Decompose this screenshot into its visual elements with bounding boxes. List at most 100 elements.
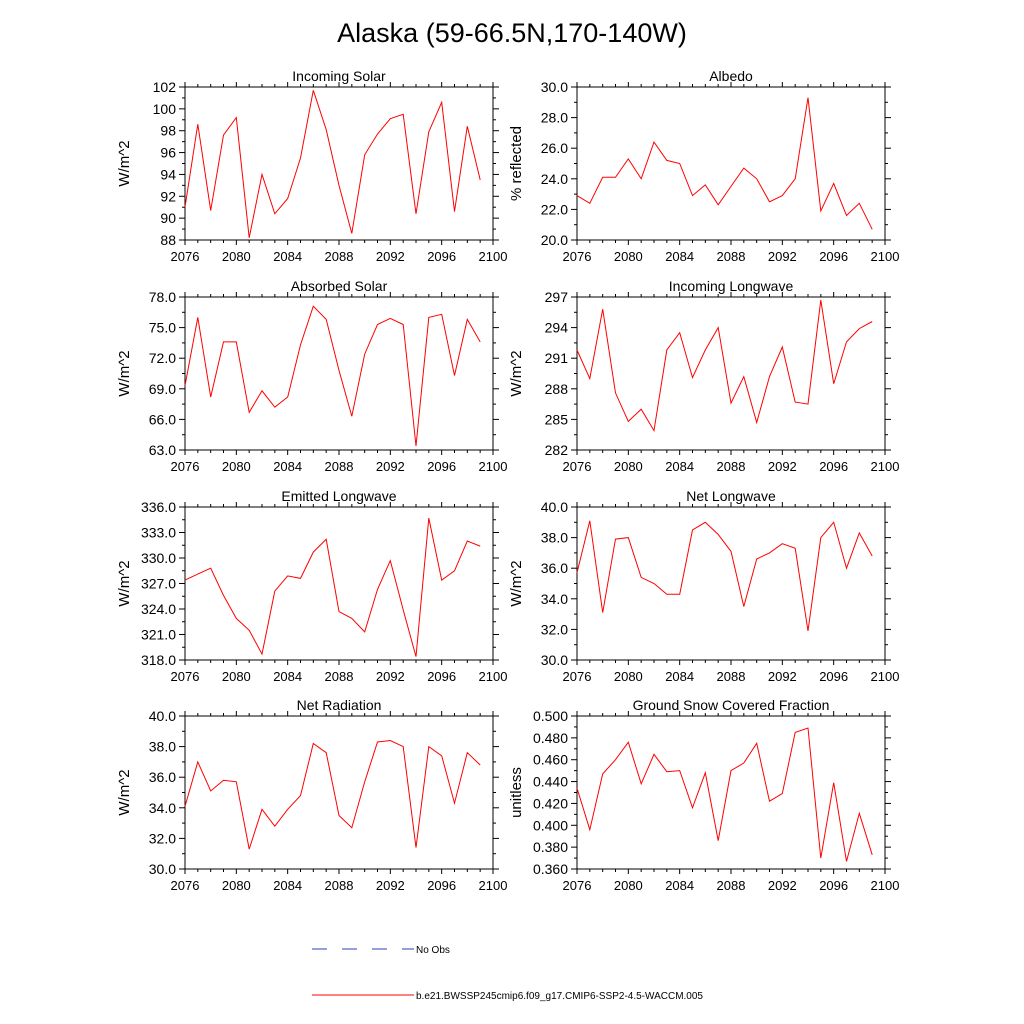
panel-absorbed-solar: Absorbed Solar W/m^2 2076 2080 2084 2088 2092 2… [116, 278, 507, 474]
x-tick-label: 2076 [563, 669, 592, 684]
x-tick-label: 2092 [768, 249, 797, 264]
panel-net-longwave: Net Longwave W/m^2 2076 2080 2084 2088 2092 209… [508, 488, 899, 684]
y-axis-label: W/m^2 [116, 140, 133, 186]
panel-title: Absorbed Solar [291, 278, 388, 294]
y-tick-label: 294 [545, 320, 569, 336]
x-tick-label: 2084 [273, 878, 302, 893]
x-tick-label: 2100 [479, 669, 508, 684]
y-tick-label: 32.0 [541, 621, 568, 637]
y-tick-label: 98 [160, 123, 176, 139]
x-tick-label: 2100 [479, 878, 508, 893]
x-tick-label: 2092 [376, 249, 405, 264]
y-tick-label: 96 [160, 145, 176, 161]
y-tick-label: 0.420 [533, 795, 568, 811]
x-tick-label: 2084 [665, 878, 694, 893]
x-tick-label: 2088 [717, 669, 746, 684]
y-tick-label: 324.0 [141, 601, 176, 617]
x-tick-label: 2096 [819, 669, 848, 684]
y-tick-label: 30.0 [541, 652, 568, 668]
y-tick-label: 36.0 [149, 769, 176, 785]
series-line [184, 739, 481, 850]
y-tick-label: 20.0 [541, 232, 568, 248]
x-tick-label: 2096 [427, 669, 456, 684]
x-tick-label: 2100 [871, 459, 900, 474]
panel-title: Emitted Longwave [281, 488, 396, 504]
series-line [184, 90, 481, 238]
x-tick-label: 2096 [819, 878, 848, 893]
x-tick-label: 2080 [222, 249, 251, 264]
series-line [576, 727, 873, 862]
y-tick-label: 78.0 [149, 289, 176, 305]
legend-model-label: b.e21.BWSSP245cmip6.f09_g17.CMIP6-SSP2-4… [416, 991, 703, 1002]
panel-incoming-solar: Incoming Solar W/m^2 2076 2080 2084 2088 2092 2… [116, 68, 507, 264]
y-tick-label: 34.0 [541, 591, 568, 607]
plot-frame [576, 715, 886, 870]
panel-incoming-longwave: Incoming Longwave W/m^2 2076 2080 2084 2088 20… [508, 278, 899, 474]
y-tick-label: 285 [545, 411, 569, 427]
x-tick-label: 2092 [768, 878, 797, 893]
y-tick-label: 330.0 [141, 550, 176, 566]
series-line [576, 300, 873, 433]
panel-title: Ground Snow Covered Fraction [633, 697, 830, 713]
y-tick-label: 0.460 [533, 752, 568, 768]
y-tick-label: 318.0 [141, 652, 176, 668]
x-tick-label: 2100 [871, 249, 900, 264]
series-line [576, 520, 873, 631]
panel-title: Incoming Longwave [669, 278, 794, 294]
y-tick-label: 28.0 [541, 110, 568, 126]
x-tick-label: 2092 [768, 669, 797, 684]
panels: Incoming Solar W/m^2 2076 2080 2084 2088 2092 2… [116, 68, 899, 893]
page-title: Alaska (59-66.5N,170-140W) [337, 18, 687, 48]
y-tick-label: 100 [153, 101, 177, 117]
y-tick-label: 297 [545, 289, 569, 305]
x-tick-label: 2080 [222, 459, 251, 474]
y-tick-label: 72.0 [149, 350, 176, 366]
x-tick-label: 2080 [222, 878, 251, 893]
x-tick-label: 2088 [325, 878, 354, 893]
x-tick-label: 2080 [614, 878, 643, 893]
y-tick-label: 38.0 [149, 739, 176, 755]
y-tick-label: 24.0 [541, 171, 568, 187]
y-tick-label: 30.0 [149, 861, 176, 877]
x-tick-label: 2100 [871, 669, 900, 684]
y-tick-label: 30.0 [541, 79, 568, 95]
x-tick-label: 2076 [171, 669, 200, 684]
x-tick-label: 2084 [273, 249, 302, 264]
y-axis-label: W/m^2 [116, 350, 133, 396]
x-tick-label: 2100 [479, 249, 508, 264]
y-tick-label: 333.0 [141, 525, 176, 541]
y-tick-label: 88 [160, 232, 176, 248]
panel-ground-snow-covered-fraction: Ground Snow Covered Fraction unitless 2076… [508, 697, 899, 893]
y-tick-label: 321.0 [141, 627, 176, 643]
x-tick-label: 2080 [614, 669, 643, 684]
y-tick-label: 40.0 [541, 499, 568, 515]
plot-frame [576, 506, 886, 661]
y-tick-label: 291 [545, 350, 569, 366]
x-tick-label: 2096 [819, 249, 848, 264]
legend-obs-label: No Obs [416, 945, 450, 956]
y-tick-label: 288 [545, 381, 569, 397]
y-tick-label: 282 [545, 442, 569, 458]
panel-net-radiation: Net Radiation W/m^2 2076 2080 2084 2088 2092 20… [116, 697, 507, 893]
y-tick-label: 0.440 [533, 774, 568, 790]
x-tick-label: 2088 [325, 669, 354, 684]
y-axis-label: W/m^2 [508, 560, 525, 606]
x-tick-label: 2076 [171, 459, 200, 474]
panel-title: Net Radiation [297, 697, 382, 713]
y-tick-label: 34.0 [149, 800, 176, 816]
x-tick-label: 2084 [665, 669, 694, 684]
y-tick-label: 102 [153, 79, 177, 95]
y-tick-label: 92 [160, 188, 176, 204]
panel-title: Albedo [709, 68, 753, 84]
y-tick-label: 0.400 [533, 817, 568, 833]
x-tick-label: 2084 [273, 669, 302, 684]
x-tick-label: 2076 [563, 249, 592, 264]
x-tick-label: 2088 [717, 249, 746, 264]
y-tick-label: 0.500 [533, 708, 568, 724]
y-tick-label: 0.380 [533, 839, 568, 855]
x-tick-label: 2084 [665, 459, 694, 474]
x-tick-label: 2080 [222, 669, 251, 684]
y-axis-label: unitless [508, 767, 525, 818]
y-tick-label: 36.0 [541, 560, 568, 576]
